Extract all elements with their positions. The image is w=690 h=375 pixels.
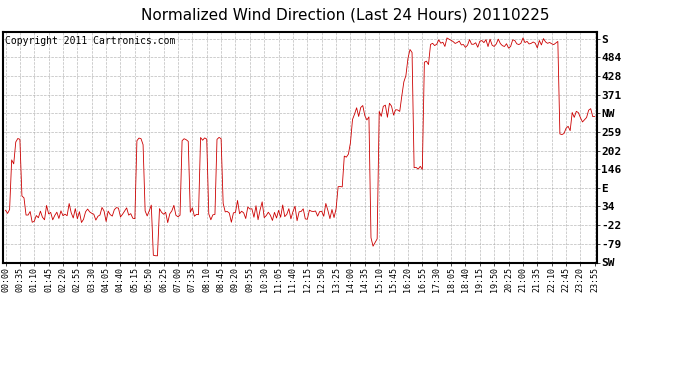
Text: Normalized Wind Direction (Last 24 Hours) 20110225: Normalized Wind Direction (Last 24 Hours…: [141, 8, 549, 22]
Text: Copyright 2011 Cartronics.com: Copyright 2011 Cartronics.com: [5, 36, 175, 46]
